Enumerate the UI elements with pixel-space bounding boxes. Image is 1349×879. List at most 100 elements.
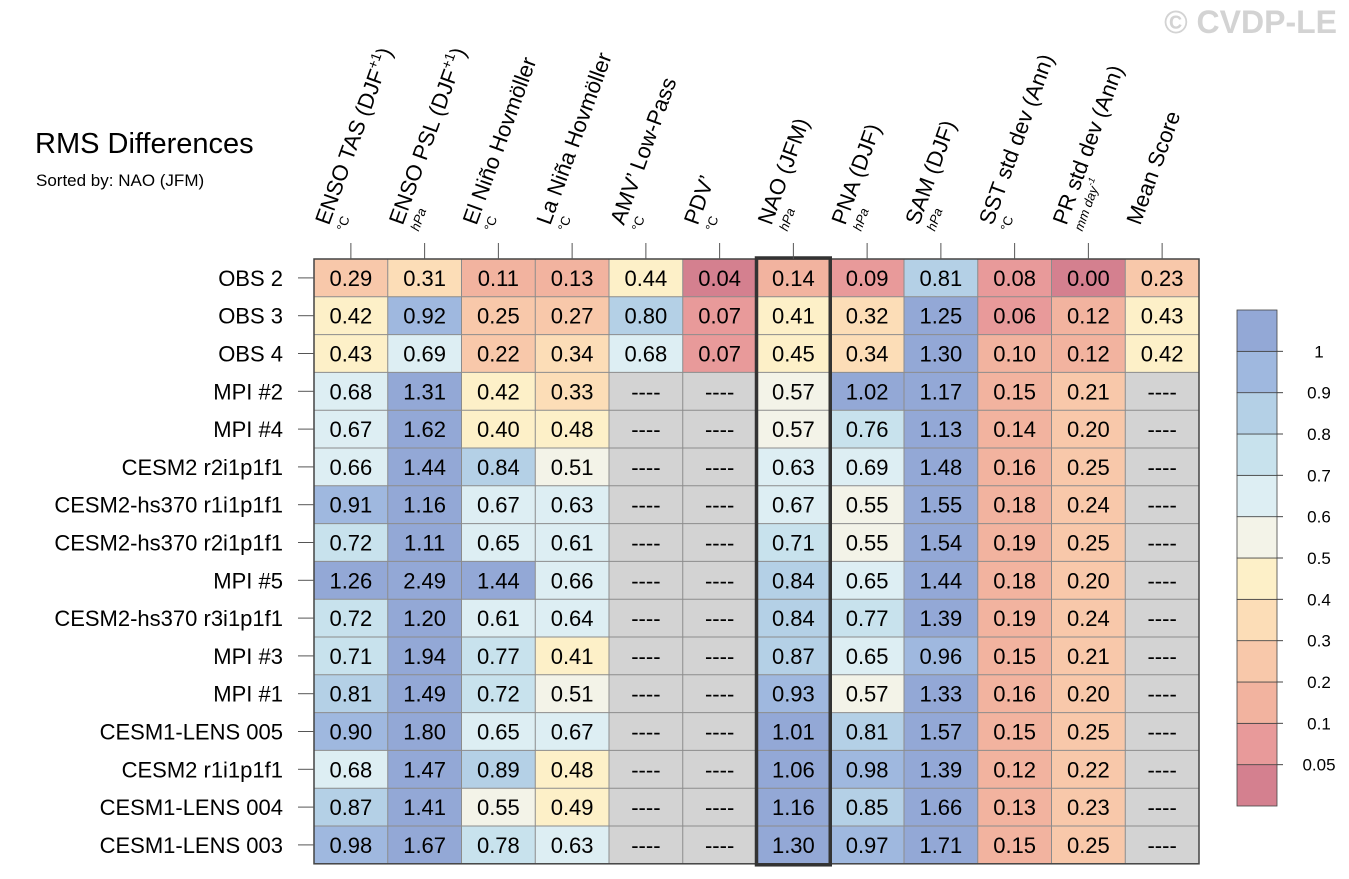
cell-value-label: 0.34	[551, 342, 594, 367]
heatmap-cell	[977, 523, 1052, 562]
column-header-sam-djf: SAM (DJF)hPa	[900, 117, 961, 233]
cell-value-label: 1.66	[919, 795, 962, 820]
cell-value-label: 0.14	[993, 417, 1036, 442]
heatmap-cell	[314, 296, 388, 335]
heatmap-cell	[535, 523, 609, 562]
colorbar-segment	[1236, 598, 1278, 642]
colorbar-segment	[1236, 557, 1278, 600]
cell-value-label: 0.57	[846, 682, 889, 707]
heatmap-cell	[609, 259, 683, 297]
heatmap-cell	[977, 372, 1052, 411]
cell-value-label: 0.77	[846, 606, 889, 631]
heatmap-cell	[1125, 712, 1199, 751]
heatmap-cell	[756, 826, 831, 864]
colorbar-segment	[1236, 516, 1278, 559]
cell-value-label: 0.41	[772, 304, 815, 329]
row-label: MPI #4	[213, 417, 283, 442]
row-label: CESM2 r2i1p1f1	[122, 455, 283, 480]
colorbar-tick-label: 0.7	[1307, 466, 1331, 485]
cell-value-label: ----	[631, 833, 660, 858]
cell-value-label: 1.16	[772, 795, 815, 820]
cell-value-label: 0.43	[329, 342, 372, 367]
heatmap-cell	[756, 448, 831, 486]
heatmap-cell	[609, 788, 683, 826]
heatmap-cell	[1051, 448, 1126, 486]
cell-value-label: 1.94	[403, 644, 446, 669]
cell-value-label: 0.61	[477, 606, 520, 631]
cell-value-label: 0.06	[993, 304, 1036, 329]
column-header-label: ENSO PSL (DJF+1)	[382, 43, 471, 227]
heatmap-cell	[682, 637, 757, 675]
heatmap-cell	[1051, 637, 1126, 675]
heatmap-cell	[609, 826, 683, 864]
row-label: MPI #3	[213, 644, 283, 669]
cell-value-label: 0.32	[846, 304, 889, 329]
heatmap-cell	[535, 599, 609, 637]
heatmap-cell	[535, 788, 609, 826]
heatmap-cell	[682, 599, 757, 637]
cell-value-label: 0.19	[993, 531, 1036, 556]
heatmap-cell	[1051, 750, 1126, 789]
heatmap-cell	[535, 296, 609, 335]
cell-value-label: 1.54	[919, 531, 962, 556]
cell-value-label: 1.39	[919, 757, 962, 782]
cell-value-label: 0.89	[477, 757, 520, 782]
heatmap-cell	[977, 561, 1052, 600]
heatmap-cell	[977, 788, 1052, 826]
cell-value-label: ----	[705, 417, 734, 442]
heatmap-cell	[830, 523, 904, 562]
cell-value-label: 0.04	[698, 266, 741, 291]
colorbar-segment	[1236, 350, 1278, 394]
cell-value-label: ----	[705, 720, 734, 745]
cell-value-label: 0.48	[551, 757, 594, 782]
cell-value-label: 0.55	[846, 531, 889, 556]
heatmap-cell	[535, 561, 609, 600]
heatmap-cell	[535, 712, 609, 751]
heatmap-cell	[314, 372, 388, 411]
cell-value-label: ----	[1147, 606, 1176, 631]
cell-value-label: ----	[705, 682, 734, 707]
heatmap-cell	[1125, 750, 1199, 789]
heatmap-cell	[461, 637, 536, 675]
cell-value-label: 1.48	[919, 455, 962, 480]
cell-value-label: 0.22	[477, 342, 520, 367]
heatmap-cell	[1051, 372, 1126, 411]
colorbar-tick-label: 0.05	[1302, 756, 1335, 775]
cell-value-label: 0.67	[477, 493, 520, 518]
cell-value-label: ----	[631, 682, 660, 707]
heatmap-cell	[904, 750, 978, 789]
cell-value-label: 1.49	[403, 682, 446, 707]
cell-value-label: 0.13	[993, 795, 1036, 820]
column-unit-label: °C	[555, 214, 574, 233]
cell-value-label: 1.06	[772, 757, 815, 782]
heatmap-cell	[535, 259, 609, 297]
row-label: CESM1-LENS 003	[100, 833, 283, 858]
heatmap-cell	[682, 561, 757, 600]
cell-value-label: 1.16	[403, 493, 446, 518]
column-header-label: SST std dev (Ann)	[974, 51, 1059, 228]
cell-value-label: 0.29	[329, 266, 372, 291]
heatmap-cell	[1051, 296, 1126, 335]
cell-value-label: 0.49	[551, 795, 594, 820]
heatmap-cell	[535, 750, 609, 789]
heatmap-cell	[387, 674, 462, 713]
heatmap-cell	[461, 334, 536, 373]
cell-value-label: 0.14	[772, 266, 815, 291]
heatmap-cell	[977, 637, 1052, 675]
row-label: CESM2-hs370 r2i1p1f1	[54, 531, 283, 556]
heatmap-cell	[830, 485, 904, 524]
cell-value-label: ----	[1147, 833, 1176, 858]
cell-value-label: 1.25	[919, 304, 962, 329]
cell-value-label: 0.98	[329, 833, 372, 858]
heatmap-cell	[1051, 826, 1126, 864]
heatmap-cell	[904, 788, 978, 826]
heatmap-cell	[830, 674, 904, 713]
heatmap-cell	[609, 448, 683, 486]
cell-value-label: 0.25	[477, 304, 520, 329]
cell-value-label: ----	[631, 720, 660, 745]
cell-value-label: ----	[631, 568, 660, 593]
cell-value-label: 0.42	[1141, 342, 1184, 367]
row-label: CESM2-hs370 r1i1p1f1	[54, 493, 283, 518]
cell-value-label: ----	[631, 417, 660, 442]
